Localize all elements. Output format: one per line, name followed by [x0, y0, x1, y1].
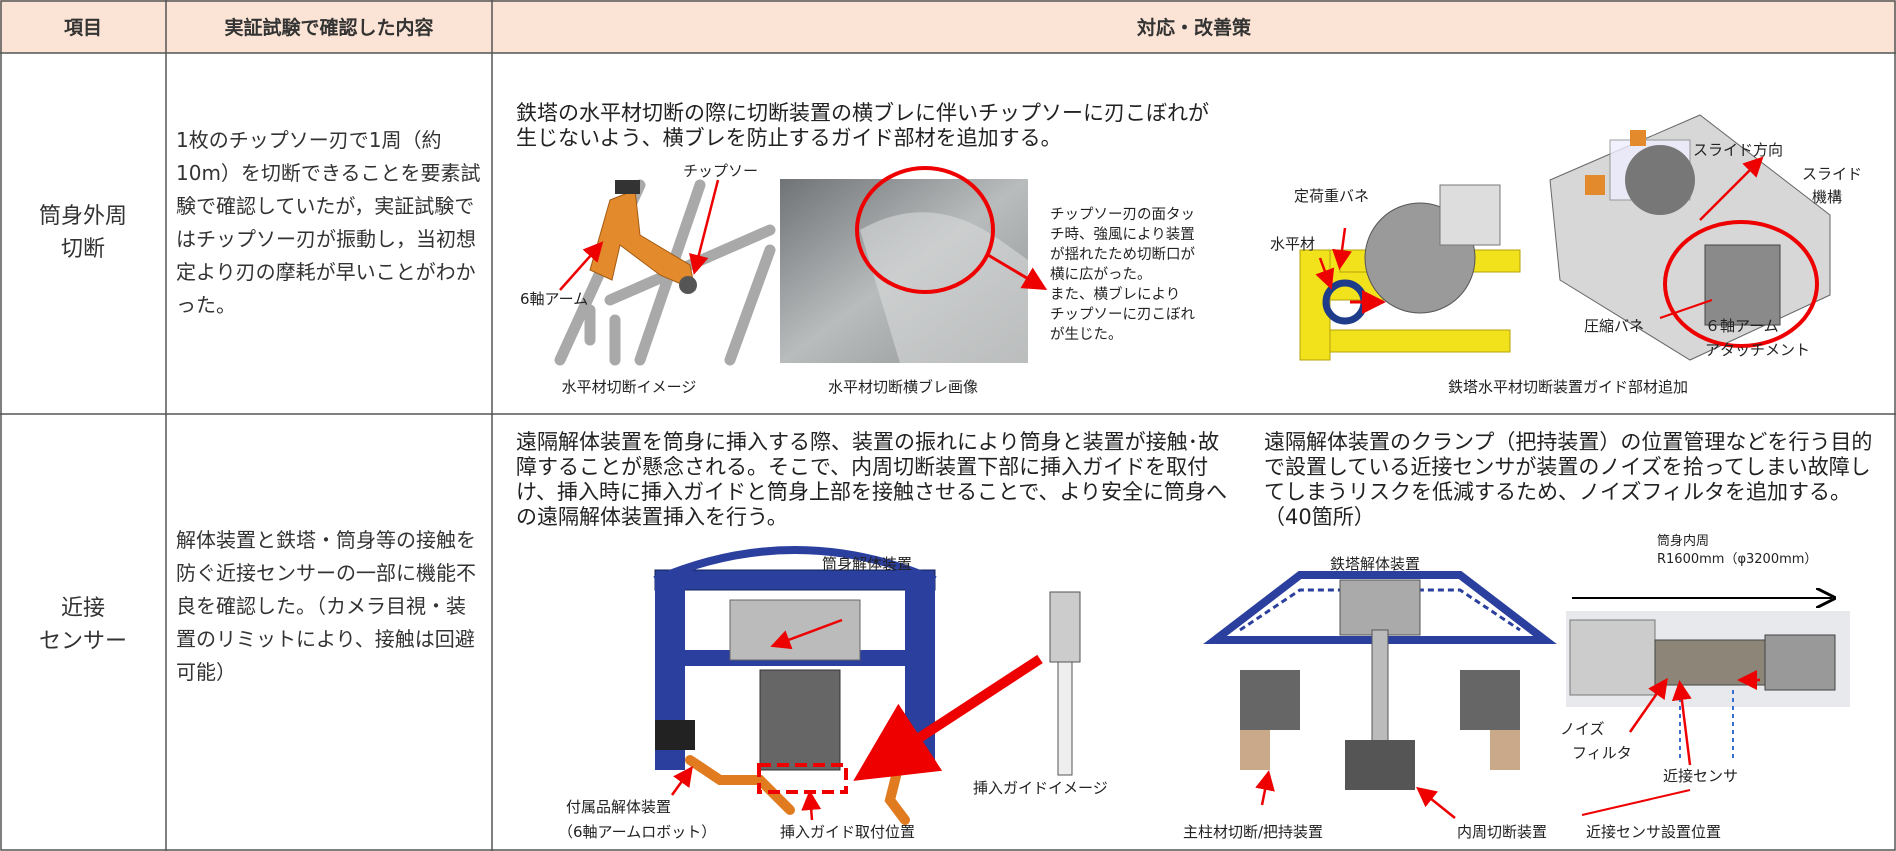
- header-cell: 項目: [63, 17, 102, 39]
- label: 機構: [1812, 188, 1843, 206]
- header-cell: 実証試験で確認した内容: [224, 17, 434, 39]
- note-line: が生じた。: [1050, 327, 1123, 343]
- note-line: チ時、強風により装置: [1050, 227, 1195, 243]
- caption: 水平材切断イメージ: [561, 378, 697, 396]
- caption: 鉄塔水平材切断装置ガイド部材追加: [1447, 378, 1689, 396]
- label: 主柱材切断/把持装置: [1183, 823, 1324, 841]
- note-line: 横に広がった。: [1050, 267, 1152, 283]
- label: 筒身内周: [1657, 534, 1710, 549]
- description: 遠隔解体装置のクランプ（把持装置）の位置管理などを行う目的で設置している近接セン…: [1264, 430, 1873, 529]
- item-cell: 近接 センサー: [0, 592, 166, 658]
- figure-guide-member: [1299, 114, 1831, 361]
- label: R1600mm（φ3200mm）: [1657, 552, 1818, 567]
- note-line: また、横ブレにより: [1050, 287, 1181, 303]
- label: 内周切断装置: [1457, 823, 1548, 841]
- label: 6軸アーム: [520, 290, 589, 308]
- caption: 水平材切断横ブレ画像: [827, 378, 979, 396]
- label: 近接センサ: [1663, 767, 1739, 785]
- header-cell: 対応・改善策: [1136, 17, 1251, 39]
- label: チップソー: [683, 162, 759, 180]
- label: フィルタ: [1572, 744, 1632, 762]
- figure-vibration-photo: [780, 166, 1048, 363]
- item-line: 筒身外周: [38, 204, 127, 229]
- label: 付属品解体装置: [566, 798, 672, 816]
- note-line: チップソー刃の面タッ: [1050, 207, 1195, 223]
- header-bg: [0, 0, 1896, 53]
- description: 鉄塔の水平材切断の際に切断装置の横ブレに伴いチップソーに刃こぼれが生じないよう、…: [516, 101, 1209, 150]
- item-cell: 筒身外周 切断: [0, 200, 166, 266]
- label: 筒身解体装置: [822, 555, 913, 573]
- figure-insertion-guide: [653, 546, 1081, 825]
- finding: 1枚のチップソー刃で1周（約10m）を切断できることを要素試験で確認していたが，…: [176, 128, 481, 317]
- label: 水平材: [1270, 235, 1316, 253]
- note-line: チップソーに刃こぼれ: [1050, 307, 1195, 323]
- label: スライド: [1802, 165, 1863, 183]
- label: （6軸アームロボット）: [558, 823, 717, 841]
- label: ノイズ: [1560, 720, 1605, 738]
- item-line: 近接: [60, 596, 105, 621]
- label: 定荷重バネ: [1294, 187, 1370, 205]
- label: スライド方向: [1693, 141, 1784, 159]
- label: 近接センサ設置位置: [1586, 823, 1722, 841]
- label: 鉄塔解体装置: [1330, 555, 1421, 573]
- note: チップソー刃の面タッ チ時、強風により装置 が揺れたため切断口が 横に広がった。…: [1050, 205, 1195, 345]
- figure-cutting-image: [554, 179, 776, 366]
- label: 挿入ガイドイメージ: [973, 779, 1108, 797]
- figure-noise-filter: [1203, 571, 1850, 819]
- item-line: センサー: [38, 629, 127, 654]
- finding: 解体装置と鉄塔・筒身等の接触を防ぐ近接センサーの一部に機能不良を確認した。（カメ…: [176, 528, 476, 684]
- description: 遠隔解体装置を筒身に挿入する際、装置の振れにより筒身と装置が接触･故障することが…: [516, 430, 1228, 529]
- item-line: 切断: [60, 237, 105, 262]
- label: 挿入ガイド取付位置: [780, 823, 916, 841]
- label: 圧縮バネ: [1584, 317, 1645, 335]
- label: ６軸アーム: [1705, 317, 1779, 335]
- note-line: が揺れたため切断口が: [1050, 247, 1195, 263]
- label: アタッチメント: [1705, 341, 1811, 359]
